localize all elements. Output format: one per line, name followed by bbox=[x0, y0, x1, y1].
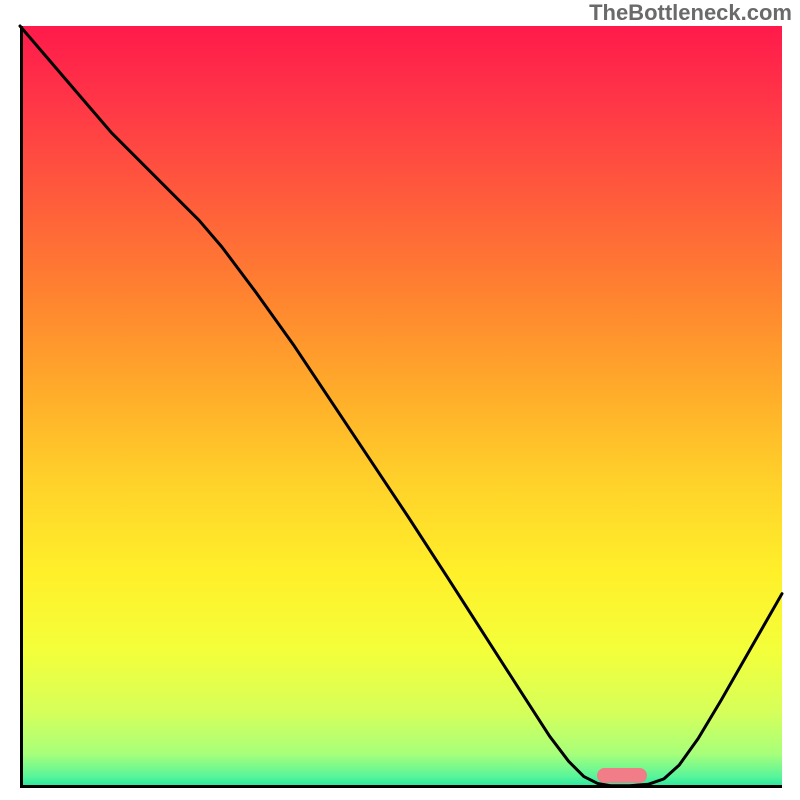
watermark-text: TheBottleneck.com bbox=[589, 0, 792, 26]
bottleneck-curve bbox=[20, 26, 782, 786]
curve-layer bbox=[20, 26, 782, 788]
chart-container: { "watermark": { "text": "TheBottleneck.… bbox=[0, 0, 800, 800]
plot-area bbox=[20, 26, 782, 788]
optimum-marker bbox=[597, 768, 647, 783]
